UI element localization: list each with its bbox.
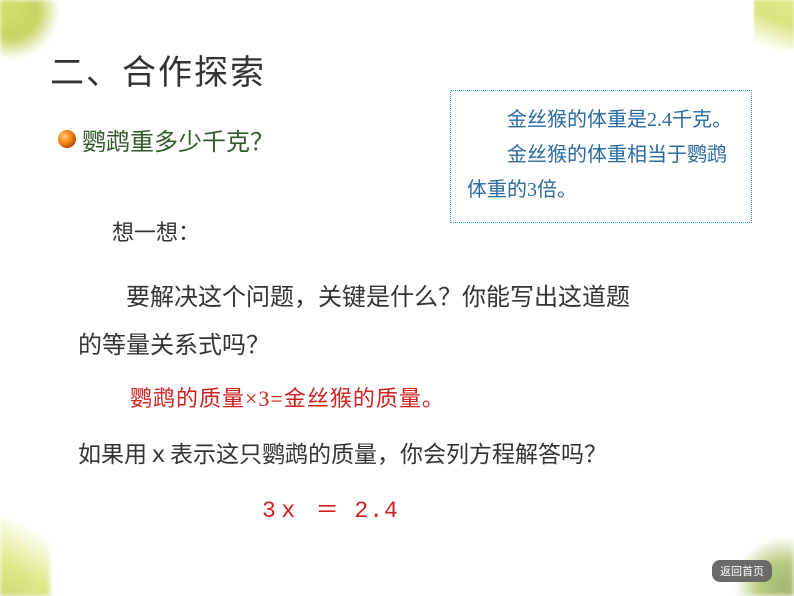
body1-line2: 的等量关系式吗？ — [78, 333, 270, 359]
info-line-1: 金丝猴的体重是2.4千克。 — [467, 103, 735, 138]
body-paragraph-1: 要解决这个问题，关键是什么？你能写出这道题 的等量关系式吗？ — [78, 274, 678, 370]
info-line-2: 金丝猴的体重相当于鹦鹉体重的3倍。 — [467, 138, 735, 208]
info-box: 金丝猴的体重是2.4千克。 金丝猴的体重相当于鹦鹉体重的3倍。 — [450, 90, 752, 223]
decor-bottom-left — [0, 516, 50, 596]
bullet-icon — [58, 130, 76, 148]
equation-formula: 3ｘ ＝ 2.4 — [262, 490, 399, 524]
body-paragraph-2: 如果用ｘ表示这只鹦鹉的质量，你会列方程解答吗？ — [78, 435, 607, 469]
back-home-button[interactable]: 返回首页 — [712, 560, 772, 582]
equation-relation: 鹦鹉的质量×3=金丝猴的质量。 — [130, 381, 445, 413]
section-title: 二、合作探索 — [50, 45, 266, 94]
body1-line1: 要解决这个问题，关键是什么？你能写出这道题 — [78, 274, 678, 322]
think-label: 想一想： — [112, 215, 200, 247]
main-question: 鹦鹉重多少千克？ — [82, 122, 274, 157]
decor-top-right — [754, 0, 794, 50]
